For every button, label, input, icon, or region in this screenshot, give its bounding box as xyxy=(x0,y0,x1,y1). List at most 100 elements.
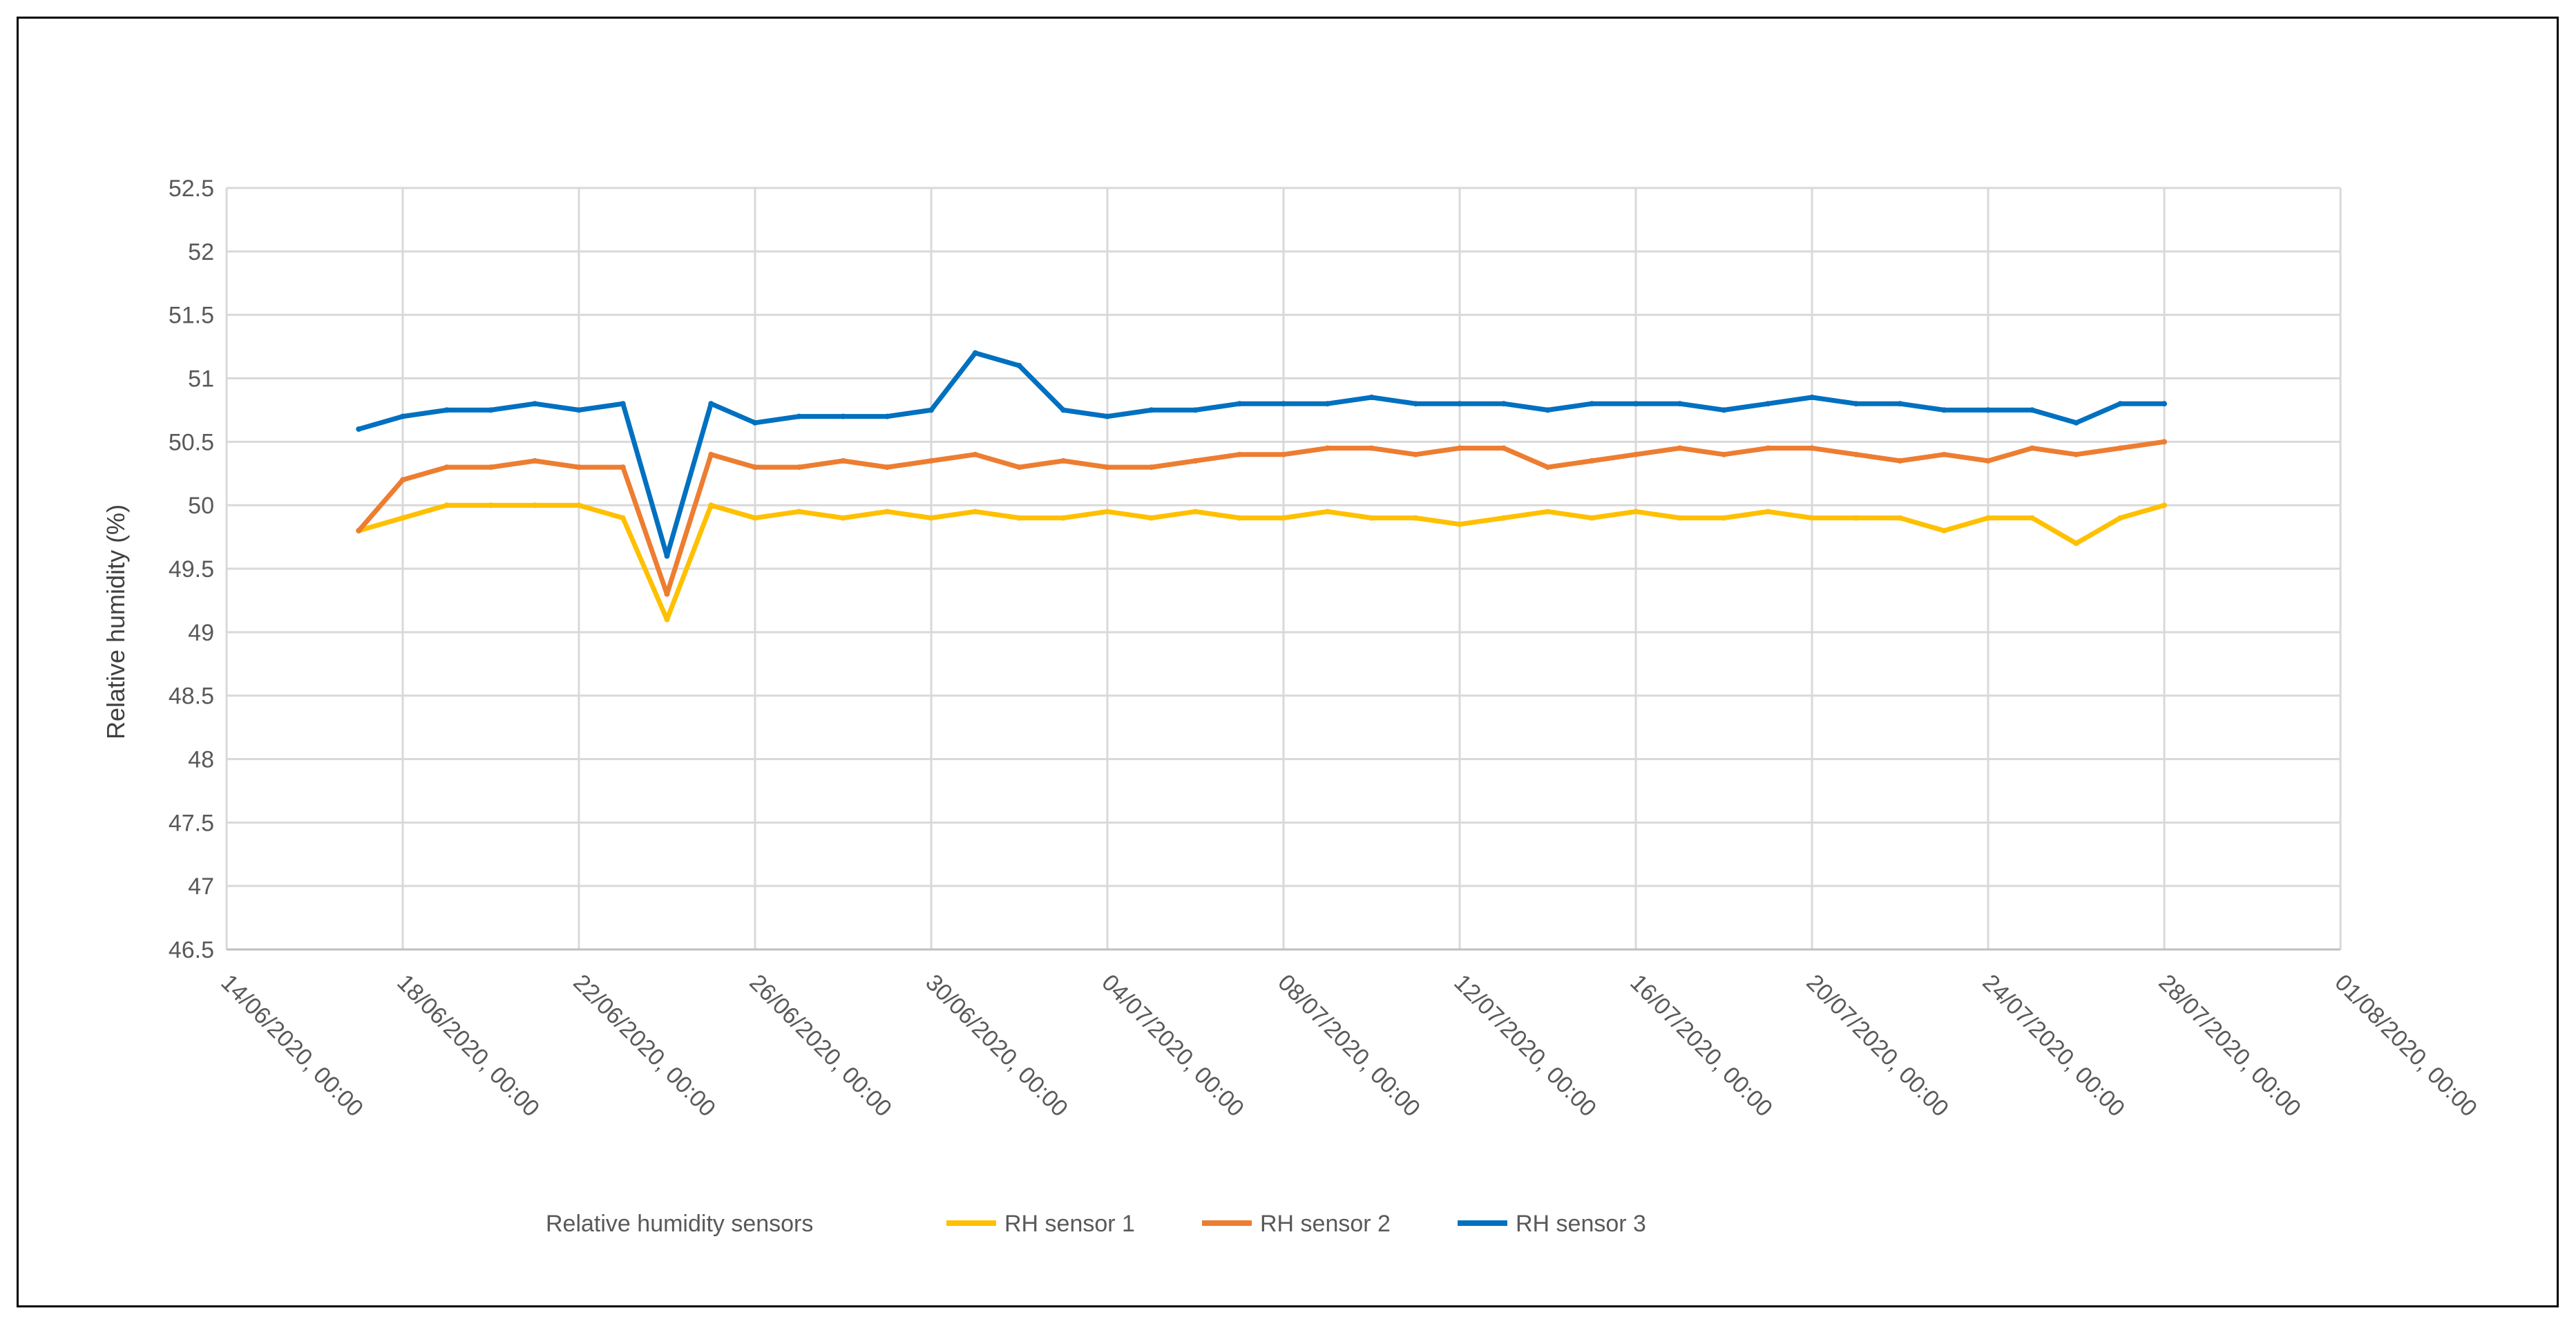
data-point xyxy=(1324,401,1330,407)
data-point xyxy=(1060,407,1067,413)
data-point xyxy=(1237,451,1243,457)
data-point xyxy=(1545,407,1551,413)
data-point xyxy=(1765,509,1771,515)
data-point xyxy=(356,426,362,432)
data-point xyxy=(2073,419,2079,426)
data-point xyxy=(2117,445,2124,451)
gridlines xyxy=(225,187,2342,951)
y-tick-label: 51.5 xyxy=(169,303,214,329)
data-point xyxy=(576,464,582,471)
legend-label-3: RH sensor 3 xyxy=(1516,1211,1646,1237)
data-point xyxy=(1016,464,1022,471)
x-tick-label: 30/06/2020, 00:00 xyxy=(920,970,1073,1122)
data-point xyxy=(1060,457,1067,464)
data-point xyxy=(2073,540,2079,547)
data-point xyxy=(1941,407,1947,413)
data-point xyxy=(1853,451,1859,457)
data-point xyxy=(443,502,450,509)
data-point xyxy=(840,413,846,419)
x-tick-label: 22/06/2020, 00:00 xyxy=(568,970,721,1122)
data-point xyxy=(1148,407,1154,413)
y-tick-label: 49.5 xyxy=(169,556,214,583)
data-point xyxy=(488,502,494,509)
series-line-3 xyxy=(356,350,2167,559)
x-tick-label: 18/06/2020, 00:00 xyxy=(392,970,544,1122)
x-tick-label: 16/07/2020, 00:00 xyxy=(1625,970,1777,1122)
data-point xyxy=(1192,407,1199,413)
data-point xyxy=(1853,401,1859,407)
data-point xyxy=(1677,515,1683,521)
data-point xyxy=(1677,401,1683,407)
data-point xyxy=(708,401,714,407)
data-point xyxy=(1941,451,1947,457)
data-point xyxy=(1721,451,1727,457)
data-point xyxy=(488,464,494,471)
data-point xyxy=(1016,515,1022,521)
data-point xyxy=(1941,527,1947,533)
data-point xyxy=(1500,515,1507,521)
data-point xyxy=(752,515,758,521)
data-point xyxy=(1721,407,1727,413)
data-point xyxy=(1677,445,1683,451)
axes: 46.5 47 47.5 48 48.5 49 49.5 50 50.5 51 51.5 52 52.5… xyxy=(169,176,2482,1122)
y-tick-label: 46.5 xyxy=(169,937,214,963)
data-point xyxy=(1237,401,1243,407)
data-point xyxy=(752,464,758,471)
data-point xyxy=(488,407,494,413)
data-point xyxy=(1016,363,1022,369)
data-point xyxy=(1765,401,1771,407)
data-point xyxy=(1192,509,1199,515)
data-point xyxy=(1897,457,1903,464)
data-point xyxy=(972,350,978,356)
data-point xyxy=(400,515,406,521)
data-point xyxy=(928,515,934,521)
x-tick-label: 24/07/2020, 00:00 xyxy=(1977,970,2130,1122)
y-tick-label: 47 xyxy=(188,873,214,900)
data-point xyxy=(972,451,978,457)
data-point xyxy=(1589,457,1595,464)
x-tick-label: 20/07/2020, 00:00 xyxy=(1801,970,1954,1122)
y-axis-title: Relative humidity (%) xyxy=(102,504,130,739)
data-point xyxy=(1457,445,1462,451)
chart-frame xyxy=(17,17,2559,1307)
data-point xyxy=(1633,451,1639,457)
data-point xyxy=(884,464,890,471)
legend-label-2: RH sensor 2 xyxy=(1260,1211,1391,1237)
data-point xyxy=(532,401,538,407)
x-tick-label: 08/07/2020, 00:00 xyxy=(1272,970,1425,1122)
data-point xyxy=(620,515,626,521)
data-point xyxy=(1500,445,1507,451)
data-point xyxy=(1324,509,1330,515)
data-point xyxy=(1105,509,1110,515)
data-point xyxy=(2073,451,2079,457)
data-point xyxy=(664,591,670,597)
data-point xyxy=(576,502,582,509)
data-point xyxy=(1633,401,1639,407)
data-point xyxy=(1457,521,1462,527)
data-point xyxy=(2029,407,2035,413)
data-point xyxy=(2117,515,2124,521)
data-point xyxy=(1545,464,1551,471)
data-point xyxy=(1589,401,1595,407)
legend-label-1: RH sensor 1 xyxy=(1004,1211,1135,1237)
x-tick-label: 01/08/2020, 00:00 xyxy=(2329,970,2482,1122)
data-point xyxy=(532,457,538,464)
y-tick-label: 52 xyxy=(188,239,214,265)
data-point xyxy=(1985,457,1991,464)
data-point xyxy=(1809,515,1815,521)
data-point xyxy=(576,407,582,413)
data-point xyxy=(1500,401,1507,407)
data-point xyxy=(752,419,758,426)
data-point xyxy=(664,553,670,559)
data-point xyxy=(1105,464,1110,471)
data-point xyxy=(532,502,538,509)
x-tick-label: 28/07/2020, 00:00 xyxy=(2153,970,2306,1122)
y-tick-label: 48.5 xyxy=(169,683,214,710)
data-point xyxy=(1897,401,1903,407)
data-point xyxy=(1721,515,1727,521)
data-point xyxy=(400,413,406,419)
data-point xyxy=(620,464,626,471)
data-point xyxy=(928,457,934,464)
legend: Relative humidity sensors RH sensor 1 RH s… xyxy=(546,1211,1646,1237)
